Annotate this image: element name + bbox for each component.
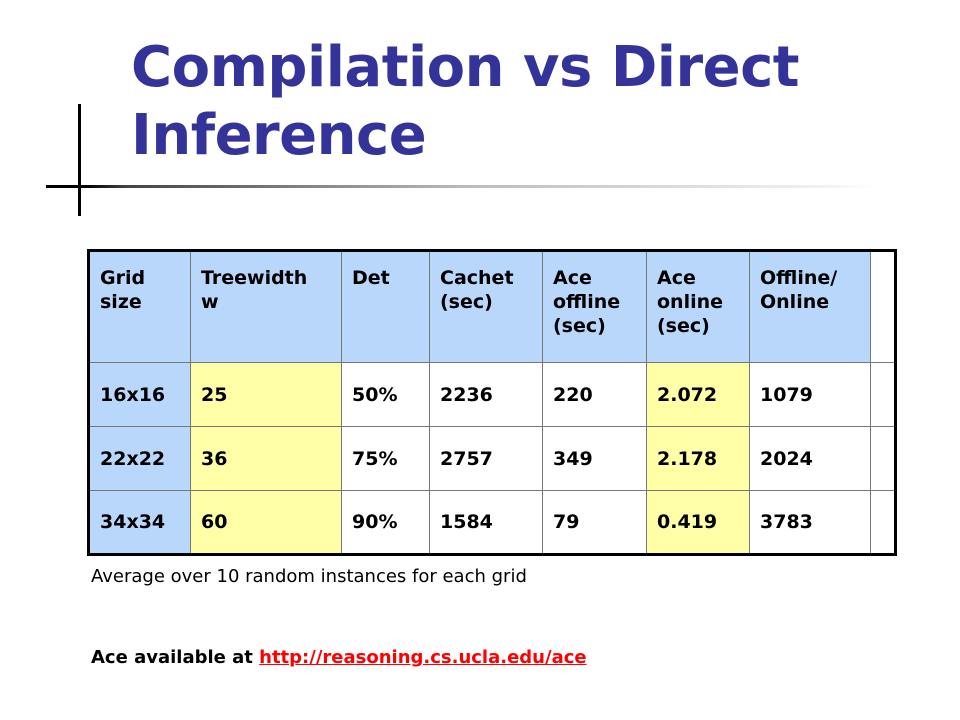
cell-treewidth: 60 <box>190 490 342 555</box>
cell-ace-online: 0.419 <box>646 490 750 555</box>
slide-title-line-2: Inference <box>131 103 427 168</box>
header-ace-online: Ace online (sec) <box>646 250 750 363</box>
availability-label: Ace available at <box>91 647 260 668</box>
header-cachet: Cachet (sec) <box>429 250 543 363</box>
header-treewidth: Treewidth w <box>190 250 342 363</box>
cell-ace-offline: 220 <box>542 362 647 427</box>
cell-ace-offline: 79 <box>542 490 647 555</box>
slide-title-line-1: Compilation vs Direct <box>131 35 800 100</box>
slide-title: Compilation vs Direct Inference <box>131 34 931 170</box>
header-grid-size: Grid size <box>88 250 191 363</box>
cell-empty <box>870 426 896 491</box>
header-offline-online: Offline/Online <box>749 250 871 363</box>
header-det: Det <box>341 250 430 363</box>
cell-cachet: 2757 <box>429 426 543 491</box>
table-row: 16x16 25 50% 2236 220 2.072 1079 <box>88 362 896 427</box>
table-row: 22x22 36 75% 2757 349 2.178 2024 <box>88 426 896 491</box>
results-table: Grid size Treewidth w Det Cachet (sec) Ace o… <box>87 249 897 556</box>
table-row: 34x34 60 90% 1584 79 0.419 3783 <box>88 490 896 555</box>
table-header-row: Grid size Treewidth w Det Cachet (sec) Ace o… <box>88 250 896 363</box>
header-empty-cell <box>870 250 896 363</box>
cell-grid-size: 22x22 <box>88 426 191 491</box>
cell-ace-offline: 349 <box>542 426 647 491</box>
cell-det: 50% <box>341 362 430 427</box>
cell-empty <box>870 490 896 555</box>
availability-line: Ace available at http://reasoning.cs.ucl… <box>91 647 587 668</box>
cell-cachet: 2236 <box>429 362 543 427</box>
cell-offline-online: 1079 <box>749 362 871 427</box>
decorative-vertical-line <box>78 104 81 216</box>
footnote-text: Average over 10 random instances for eac… <box>91 566 527 587</box>
cell-det: 75% <box>341 426 430 491</box>
cell-det: 90% <box>341 490 430 555</box>
cell-ace-online: 2.178 <box>646 426 750 491</box>
header-ace-offline: Ace offline (sec) <box>542 250 647 363</box>
cell-grid-size: 16x16 <box>88 362 191 427</box>
cell-empty <box>870 362 896 427</box>
cell-treewidth: 25 <box>190 362 342 427</box>
cell-offline-online: 3783 <box>749 490 871 555</box>
cell-grid-size: 34x34 <box>88 490 191 555</box>
ace-link[interactable]: http://reasoning.cs.ucla.edu/ace <box>259 647 587 668</box>
cell-treewidth: 36 <box>190 426 342 491</box>
cell-offline-online: 2024 <box>749 426 871 491</box>
cell-cachet: 1584 <box>429 490 543 555</box>
cell-ace-online: 2.072 <box>646 362 750 427</box>
decorative-horizontal-line <box>46 185 876 188</box>
